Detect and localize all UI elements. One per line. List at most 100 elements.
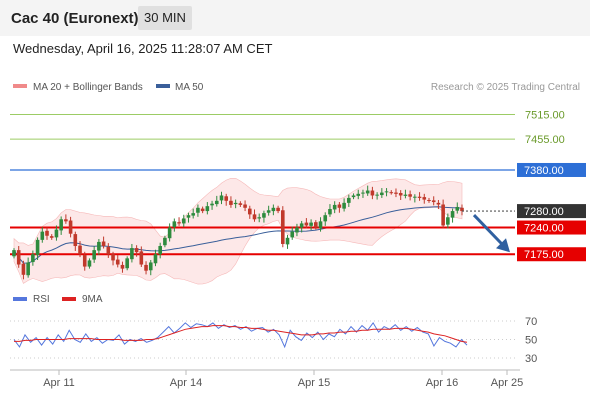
candle-body xyxy=(290,231,295,238)
candle-body xyxy=(304,222,309,226)
candle-body xyxy=(16,250,21,265)
candle-body xyxy=(130,248,134,260)
candle-body xyxy=(12,250,16,257)
candle-body xyxy=(59,219,63,231)
candle-body xyxy=(276,207,280,212)
last-price-tag xyxy=(517,204,586,219)
candle-body xyxy=(196,207,200,213)
candle-body xyxy=(238,203,243,205)
candle-body xyxy=(337,204,342,208)
candle-body xyxy=(460,207,464,212)
candle-body xyxy=(87,260,92,267)
candle-body xyxy=(375,194,379,196)
x-tick-label-Apr-15: Apr 15 xyxy=(298,377,330,389)
candle-body xyxy=(214,200,219,205)
candle-body xyxy=(455,206,460,211)
candle-body xyxy=(370,190,375,196)
candle-body xyxy=(26,262,30,276)
instrument-title: Cac 40 (Euronext) xyxy=(11,10,139,27)
candle-body xyxy=(229,200,233,205)
rsi-tick-30: 30 xyxy=(525,353,537,365)
x-axis: Apr 11 Apr 14 Apr 15 Apr 16 Apr 25 xyxy=(43,370,523,389)
candle-body xyxy=(271,207,276,212)
level-tag-7175.00 xyxy=(517,247,586,262)
candle-body xyxy=(120,264,125,269)
rsi-ma-legend-swatch xyxy=(62,297,76,301)
candle-body xyxy=(243,204,247,208)
candle-body xyxy=(450,211,455,218)
candle-body xyxy=(417,196,422,198)
candle-body xyxy=(21,263,26,275)
candle-body xyxy=(262,213,266,218)
level-label-7175.00: 7175.00 xyxy=(524,249,564,261)
rsi-legend-label: RSI xyxy=(33,294,50,305)
candle-body xyxy=(380,192,384,196)
candle-body xyxy=(64,219,68,222)
candle-body xyxy=(323,215,328,222)
candle-body xyxy=(172,221,177,228)
candle-body xyxy=(158,246,162,255)
candle-body xyxy=(408,194,412,197)
rsi-panel: 70 50 30 xyxy=(10,316,537,365)
candle-body xyxy=(318,221,323,229)
candle-body xyxy=(106,246,111,255)
candle-body xyxy=(295,227,299,233)
candle-body xyxy=(134,248,139,253)
x-tick-label-Apr-11: Apr 11 xyxy=(43,377,75,389)
rsi-tick-70: 70 xyxy=(525,316,537,328)
candle-body xyxy=(35,239,40,256)
candle-body xyxy=(247,208,252,215)
candle-body xyxy=(328,209,332,215)
level-label-7380.00: 7380.00 xyxy=(524,165,564,177)
level-label-7455.00: 7455.00 xyxy=(525,134,565,146)
candle-body xyxy=(351,195,356,198)
rsi-ma-legend-label: 9MA xyxy=(82,294,103,305)
candle-body xyxy=(413,196,417,198)
candle-body xyxy=(403,194,408,196)
x-tick-label-Apr-14: Apr 14 xyxy=(170,377,202,389)
candle-body xyxy=(427,199,431,201)
candle-body xyxy=(398,193,403,196)
forecast-arrow-shaft xyxy=(472,214,507,249)
ma50-legend-swatch xyxy=(156,84,170,88)
candle-body xyxy=(299,223,304,228)
candle-body xyxy=(252,214,257,220)
candle-body xyxy=(92,250,96,260)
timeframe-button[interactable]: 30 MIN xyxy=(138,6,192,30)
candle-body xyxy=(436,202,441,205)
candle-body xyxy=(82,255,87,267)
candle-body xyxy=(266,210,271,213)
candle-body xyxy=(111,254,115,261)
candle-body xyxy=(78,245,82,255)
candle-body xyxy=(115,259,120,265)
candle-body xyxy=(177,222,181,224)
level-label-7515.00: 7515.00 xyxy=(525,109,565,121)
candle-body xyxy=(384,191,389,193)
candle-body xyxy=(45,230,49,236)
candle-body xyxy=(365,190,370,194)
candle-body xyxy=(314,222,318,228)
main-legend: MA 20 + Bollinger Bands MA 50 xyxy=(13,82,204,93)
rsi-legend-swatch xyxy=(13,297,27,301)
candle-body xyxy=(446,217,450,225)
candle-body xyxy=(163,237,167,246)
candle-body xyxy=(97,241,101,251)
rsi-series-RSI xyxy=(13,322,468,349)
candle-body xyxy=(139,251,144,265)
bollinger-legend-label: MA 20 + Bollinger Bands xyxy=(33,82,143,93)
candle-body xyxy=(167,227,172,239)
bollinger-legend-swatch xyxy=(13,84,27,88)
candle-body xyxy=(148,262,153,271)
rsi-tick-50: 50 xyxy=(525,335,537,347)
candle-body xyxy=(224,196,229,201)
timestamp: Wednesday, April 16, 2025 11:28:07 AM CE… xyxy=(13,41,273,56)
rsi-series-9MA xyxy=(14,325,468,343)
candle-body xyxy=(332,204,337,210)
candle-body xyxy=(257,217,262,219)
candle-body xyxy=(205,206,210,212)
candle-body xyxy=(186,215,191,218)
candle-body xyxy=(219,195,224,201)
candle-body xyxy=(347,197,351,203)
header-bar xyxy=(0,0,590,36)
